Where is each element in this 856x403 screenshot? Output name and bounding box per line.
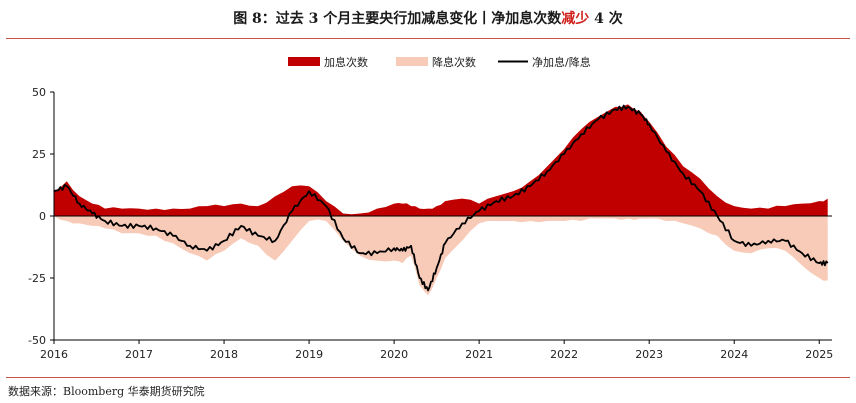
x-tick-label: 2025 bbox=[805, 348, 833, 361]
title-highlight: 减少 bbox=[561, 11, 590, 27]
x-tick-label: 2018 bbox=[210, 348, 238, 361]
legend: 加息次数 降息次数 净加息/降息 bbox=[288, 55, 591, 69]
x-tick-label: 2019 bbox=[295, 348, 323, 361]
x-tick-label: 2020 bbox=[380, 348, 408, 361]
y-tick-label: -25 bbox=[28, 272, 46, 285]
y-tick-label: 0 bbox=[39, 210, 46, 223]
legend-swatch-hike bbox=[288, 57, 320, 66]
x-tick-label: 2017 bbox=[125, 348, 153, 361]
source-note: 数据来源：Bloomberg 华泰期货研究院 bbox=[8, 385, 205, 398]
x-tick-label: 2016 bbox=[40, 348, 68, 361]
y-tick-label: 50 bbox=[32, 86, 46, 99]
x-tick-label: 2021 bbox=[465, 348, 493, 361]
legend-label-hike: 加息次数 bbox=[324, 55, 368, 69]
y-tick-label: -50 bbox=[28, 334, 46, 347]
legend-label-net: 净加息/降息 bbox=[532, 55, 591, 69]
y-tick-label: 25 bbox=[32, 148, 46, 161]
legend-swatch-cut bbox=[396, 57, 428, 66]
bottom-divider bbox=[6, 377, 850, 378]
top-divider bbox=[6, 38, 850, 39]
series-line-net bbox=[53, 104, 829, 292]
legend-label-cut: 降息次数 bbox=[432, 55, 476, 69]
title-prefix: 图 8：过去 3 个月主要央行加减息变化丨净加息次数 bbox=[233, 11, 562, 27]
x-tick-label: 2023 bbox=[635, 348, 663, 361]
x-tick-label: 2022 bbox=[550, 348, 578, 361]
series-area-hike bbox=[54, 104, 828, 216]
title-suffix: 4 次 bbox=[589, 11, 623, 27]
x-tick-label: 2024 bbox=[720, 348, 748, 361]
chart-title: 图 8：过去 3 个月主要央行加减息变化丨净加息次数减少 4 次 bbox=[0, 8, 856, 28]
